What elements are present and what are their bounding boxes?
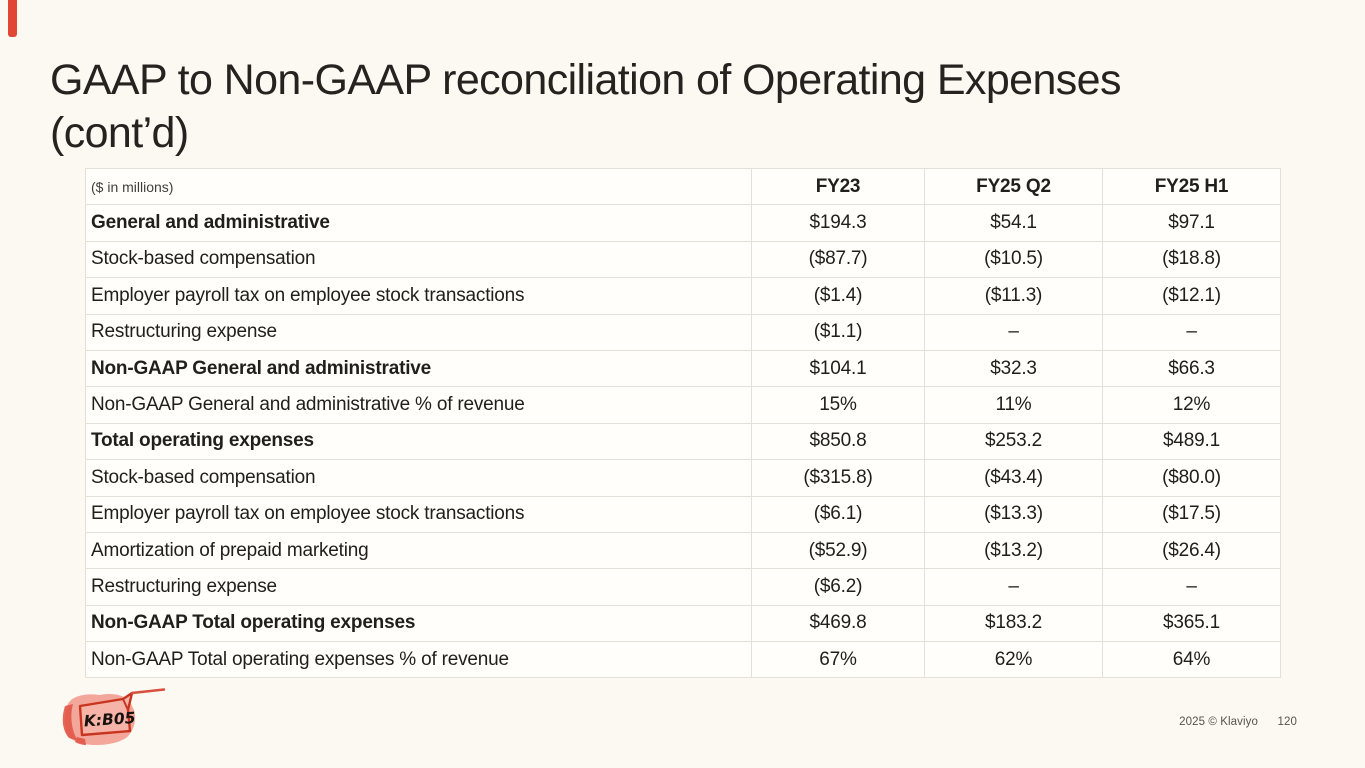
cell-value: ($18.8) [1102,240,1281,279]
units-label: ($ in millions) [85,167,752,206]
cell-value: ($6.2) [751,568,925,606]
row-label: Total operating expenses [85,422,752,461]
row-label: Non-GAAP Total operating expenses [85,604,752,643]
cell-value: ($6.1) [751,495,925,533]
page-title: GAAP to Non-GAAP reconciliation of Opera… [50,54,1310,160]
row-label: Employer payroll tax on employee stock t… [85,495,752,533]
column-header-fy25-h1: FY25 H1 [1102,167,1281,206]
cell-value: ($52.9) [751,531,925,570]
table-row-restructuring-expense-2: Restructuring expense ($6.2) – – [85,568,1281,606]
cell-value: $104.1 [751,349,925,388]
row-label: Stock-based compensation [85,240,752,279]
cell-value: $66.3 [1102,349,1281,388]
cell-value: ($13.2) [924,531,1103,570]
table-row-non-gaap-general-and-administrative: Non-GAAP General and administrative $104… [85,349,1281,388]
cell-value: – [924,313,1103,351]
cell-value: ($80.0) [1102,459,1281,497]
logo-pen-stroke [130,688,165,695]
cell-value: 62% [924,641,1103,679]
row-label: Non-GAAP Total operating expenses % of r… [85,641,752,679]
reconciliation-table: ($ in millions) FY23 FY25 Q2 FY25 H1 Gen… [85,167,1281,679]
kbos-logo: K:B05 [62,688,165,746]
cell-value: $365.1 [1102,604,1281,643]
cell-value: ($13.3) [924,495,1103,533]
cell-value: 64% [1102,641,1281,679]
page-title-line-2: (cont’d) [50,109,189,157]
logo-box-fold [122,698,129,711]
row-label: Non-GAAP General and administrative [85,349,752,388]
column-header-fy25-q2: FY25 Q2 [924,167,1103,206]
cell-value: $253.2 [924,422,1103,461]
cell-value: – [1102,568,1281,606]
page-number: 120 [1277,716,1297,728]
cell-value: ($1.1) [751,313,925,351]
table-header-row: ($ in millions) FY23 FY25 Q2 FY25 H1 [85,167,1281,206]
table-row-amortization-of-prepaid-marketing: Amortization of prepaid marketing ($52.9… [85,531,1281,570]
row-label: Restructuring expense [85,313,752,351]
row-label: Stock-based compensation [85,459,752,497]
cell-value: 11% [924,386,1103,424]
table-row-restructuring-expense: Restructuring expense ($1.1) – – [85,313,1281,351]
table-row-non-gaap-ga-percent-of-revenue: Non-GAAP General and administrative % of… [85,386,1281,424]
table-row-total-operating-expenses: Total operating expenses $850.8 $253.2 $… [85,422,1281,461]
cell-value: 15% [751,386,925,424]
cell-value: $54.1 [924,204,1103,242]
logo-text: K:B05 [83,709,136,731]
cell-value: $194.3 [751,204,925,242]
row-label: Amortization of prepaid marketing [85,531,752,570]
row-label: General and administrative [85,204,752,242]
cell-value: ($10.5) [924,240,1103,279]
row-label: Non-GAAP General and administrative % of… [85,386,752,424]
cell-value: ($43.4) [924,459,1103,497]
table-row-non-gaap-total-opex-percent-of-revenue: Non-GAAP Total operating expenses % of r… [85,641,1281,679]
table-row-stock-based-compensation-2: Stock-based compensation ($315.8) ($43.4… [85,459,1281,497]
cell-value: ($1.4) [751,277,925,315]
cell-value: $32.3 [924,349,1103,388]
cell-value: $469.8 [751,604,925,643]
cell-value: ($12.1) [1102,277,1281,315]
cell-value: ($315.8) [751,459,925,497]
row-label: Employer payroll tax on employee stock t… [85,277,752,315]
cell-value: ($87.7) [751,240,925,279]
cell-value: $850.8 [751,422,925,461]
cell-value: $489.1 [1102,422,1281,461]
cell-value: $183.2 [924,604,1103,643]
table-row-stock-based-compensation: Stock-based compensation ($87.7) ($10.5)… [85,240,1281,279]
column-header-fy23: FY23 [751,167,925,206]
page-title-line-1: GAAP to Non-GAAP reconciliation of Opera… [50,56,1121,104]
table-row-employer-payroll-tax: Employer payroll tax on employee stock t… [85,277,1281,315]
cell-value: – [924,568,1103,606]
red-bleed-tab [8,0,17,37]
cell-value: 67% [751,641,925,679]
cell-value: ($17.5) [1102,495,1281,533]
cell-value: ($11.3) [924,277,1103,315]
table-row-employer-payroll-tax-2: Employer payroll tax on employee stock t… [85,495,1281,533]
cell-value: $97.1 [1102,204,1281,242]
logo-scribble [62,704,86,745]
cell-value: 12% [1102,386,1281,424]
copyright-text: 2025 © Klaviyo [1179,716,1258,728]
row-label: Restructuring expense [85,568,752,606]
table-row-general-and-administrative: General and administrative $194.3 $54.1 … [85,204,1281,242]
cell-value: – [1102,313,1281,351]
cell-value: ($26.4) [1102,531,1281,570]
table-row-non-gaap-total-operating-expenses: Non-GAAP Total operating expenses $469.8… [85,604,1281,643]
